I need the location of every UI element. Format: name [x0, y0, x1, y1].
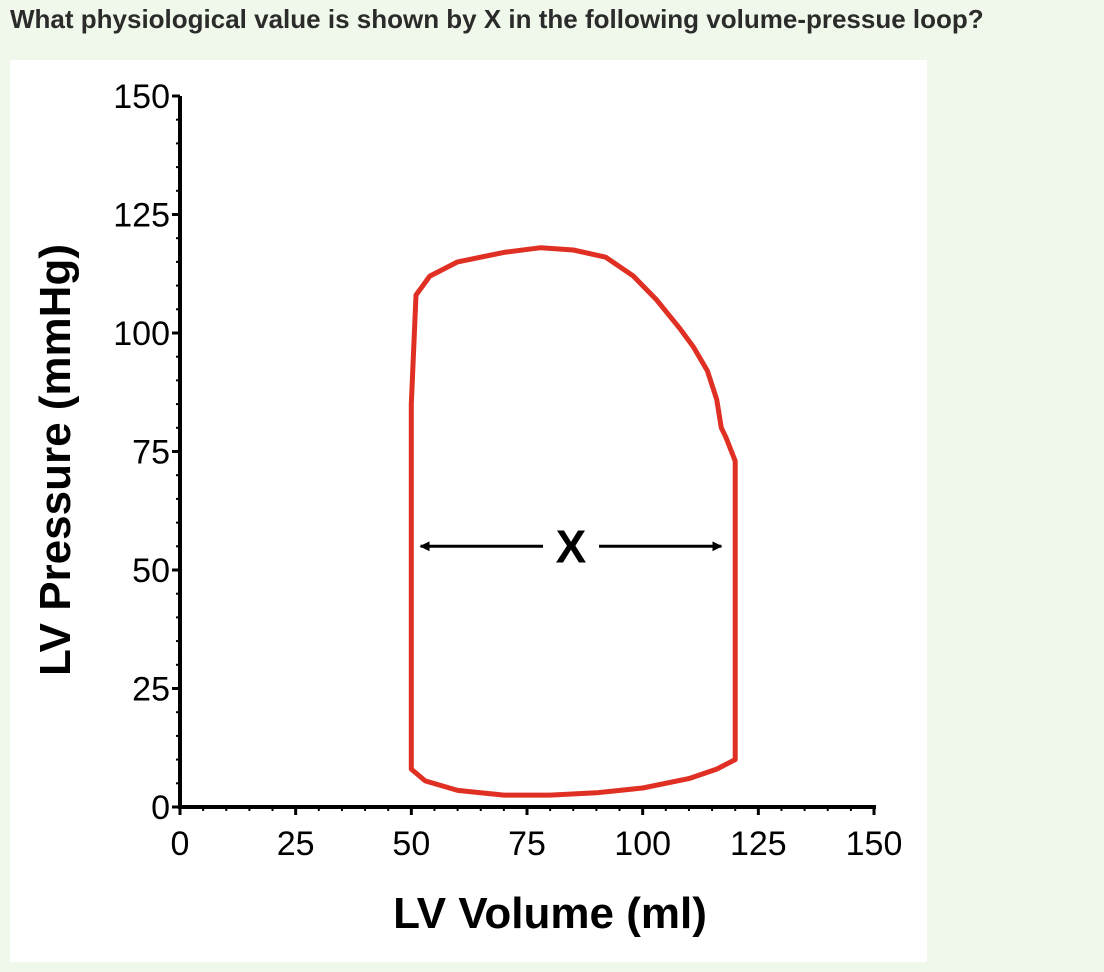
x-annotation: X — [419, 520, 723, 572]
x-tick-label: 125 — [730, 825, 787, 863]
y-tick-label: 25 — [132, 671, 170, 709]
pv-loop-figure: 0 25 50 75 100 125 150 0 25 50 75 100 125 150 X LV V… — [10, 60, 927, 962]
x-tick-label: 100 — [614, 825, 671, 863]
axes — [178, 96, 876, 809]
question-text: What physiological value is shown by X i… — [10, 4, 984, 34]
y-tick-label: 150 — [113, 78, 170, 116]
x-tick-label: 150 — [846, 825, 903, 863]
x-tick-label: 0 — [171, 825, 190, 863]
y-tick-label: 50 — [132, 552, 170, 590]
x-tick-label: 25 — [277, 825, 315, 863]
pv-loop-chart: 0 25 50 75 100 125 150 0 25 50 75 100 125 150 X LV V… — [31, 78, 903, 938]
x-axis-title: LV Volume (ml) — [393, 889, 707, 938]
x-annotation-label: X — [556, 520, 587, 572]
y-tick-label: 0 — [151, 789, 170, 827]
y-axis-title: LV Pressure (mmHg) — [31, 244, 80, 676]
pressure-volume-loop — [408, 245, 738, 798]
y-tick-label: 75 — [132, 434, 170, 472]
y-tick-label: 100 — [113, 315, 170, 353]
x-tick-label: 50 — [392, 825, 430, 863]
y-tick-label: 125 — [113, 197, 170, 235]
x-tick-label: 75 — [508, 825, 546, 863]
